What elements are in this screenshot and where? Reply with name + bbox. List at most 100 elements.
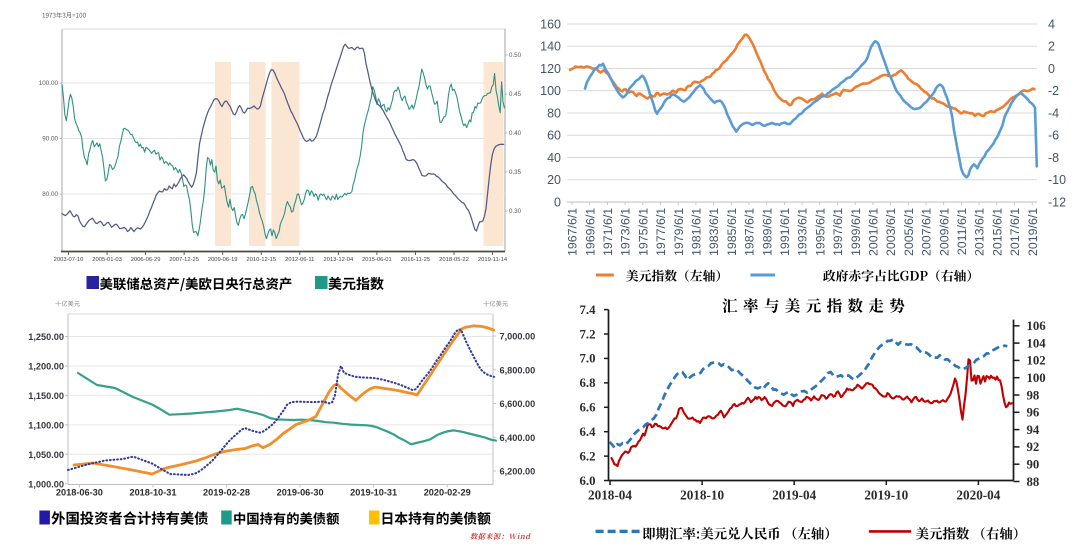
svg-text:2018-04: 2018-04	[588, 488, 632, 503]
svg-text:2020-04: 2020-04	[956, 488, 1000, 503]
svg-text:140: 140	[540, 40, 561, 54]
svg-text:94: 94	[1027, 423, 1040, 437]
svg-text:0: 0	[1048, 62, 1055, 76]
svg-text:1995/6/1: 1995/6/1	[813, 208, 827, 256]
svg-text:2019-10-31: 2019-10-31	[350, 488, 397, 498]
svg-text:1,150.00: 1,150.00	[28, 391, 64, 401]
svg-text:2019-10: 2019-10	[864, 488, 908, 503]
svg-text:0.45: 0.45	[509, 91, 522, 98]
svg-text:92: 92	[1027, 440, 1040, 454]
svg-text:88: 88	[1027, 475, 1040, 489]
svg-text:2009-06-19: 2009-06-19	[208, 257, 238, 263]
svg-text:100: 100	[1027, 371, 1046, 385]
svg-text:-2: -2	[1048, 84, 1059, 98]
svg-text:102: 102	[1027, 354, 1046, 368]
svg-text:2010-12-15: 2010-12-15	[246, 257, 276, 263]
svg-text:6.6: 6.6	[580, 401, 597, 415]
svg-text:1997/6/1: 1997/6/1	[831, 208, 845, 256]
svg-text:6,800.00: 6,800.00	[500, 365, 536, 375]
svg-text:2013-12-04: 2013-12-04	[324, 257, 354, 263]
svg-text:106: 106	[1027, 319, 1047, 333]
svg-text:0.35: 0.35	[509, 169, 522, 176]
svg-text:2009/6/1: 2009/6/1	[937, 208, 951, 256]
svg-text:2012-06-11: 2012-06-11	[285, 257, 314, 263]
svg-text:1999/6/1: 1999/6/1	[849, 208, 863, 256]
svg-text:2006-06-29: 2006-06-29	[131, 257, 161, 263]
svg-text:6.2: 6.2	[580, 449, 596, 463]
svg-text:1993/6/1: 1993/6/1	[796, 208, 810, 256]
svg-text:2018-10: 2018-10	[680, 488, 724, 503]
svg-text:2019-04: 2019-04	[772, 488, 816, 503]
svg-text:2003-07-10: 2003-07-10	[54, 257, 84, 263]
svg-text:1987/6/1: 1987/6/1	[743, 208, 757, 256]
svg-text:80.00: 80.00	[42, 191, 58, 198]
svg-text:1,000.00: 1,000.00	[28, 479, 64, 489]
svg-text:6,600.00: 6,600.00	[500, 399, 536, 409]
svg-text:1,100.00: 1,100.00	[28, 420, 64, 430]
svg-text:120: 120	[540, 62, 561, 76]
svg-text:1985/6/1: 1985/6/1	[725, 208, 739, 256]
svg-text:6,400.00: 6,400.00	[500, 433, 536, 443]
svg-text:1983/6/1: 1983/6/1	[707, 208, 721, 256]
svg-text:2018-06-30: 2018-06-30	[56, 488, 103, 498]
svg-text:2007-12-25: 2007-12-25	[169, 257, 199, 263]
svg-text:2020-02-29: 2020-02-29	[424, 488, 471, 498]
svg-text:104: 104	[1027, 336, 1047, 350]
svg-text:1979/6/1: 1979/6/1	[672, 208, 686, 256]
svg-text:1989/6/1: 1989/6/1	[760, 208, 774, 256]
svg-text:2013/6/1: 2013/6/1	[973, 208, 987, 256]
svg-text:2015-06-01: 2015-06-01	[362, 257, 392, 263]
svg-text:2018-10-31: 2018-10-31	[129, 488, 176, 498]
svg-text:-8: -8	[1048, 151, 1059, 165]
svg-text:2018-05-22: 2018-05-22	[439, 257, 469, 263]
svg-text:2019-06-30: 2019-06-30	[277, 488, 324, 498]
svg-text:1973/6/1: 1973/6/1	[619, 208, 633, 256]
svg-text:2015/6/1: 2015/6/1	[990, 208, 1004, 256]
svg-text:-6: -6	[1048, 129, 1059, 143]
svg-text:160: 160	[540, 17, 561, 31]
svg-text:20: 20	[547, 173, 561, 187]
svg-text:90: 90	[1027, 458, 1040, 472]
svg-text:2005/6/1: 2005/6/1	[902, 208, 916, 256]
svg-text:7.0: 7.0	[580, 352, 596, 366]
svg-text:6.4: 6.4	[580, 425, 597, 439]
svg-text:4: 4	[1048, 17, 1055, 31]
svg-text:100: 100	[540, 84, 561, 98]
svg-text:6,200.00: 6,200.00	[500, 467, 536, 477]
svg-text:-10: -10	[1048, 173, 1066, 187]
svg-text:1981/6/1: 1981/6/1	[690, 208, 704, 256]
svg-text:1977/6/1: 1977/6/1	[654, 208, 668, 256]
svg-text:-12: -12	[1048, 195, 1066, 209]
svg-text:1969/6/1: 1969/6/1	[583, 208, 597, 256]
svg-text:96: 96	[1027, 406, 1040, 420]
svg-text:2017/6/1: 2017/6/1	[1008, 208, 1022, 256]
svg-text:2003/6/1: 2003/6/1	[884, 208, 898, 256]
svg-text:40: 40	[547, 151, 561, 165]
svg-text:1991/6/1: 1991/6/1	[778, 208, 792, 256]
svg-text:0.30: 0.30	[509, 208, 522, 215]
svg-text:2: 2	[1048, 40, 1055, 54]
svg-text:0.40: 0.40	[509, 130, 522, 137]
svg-text:90.00: 90.00	[42, 136, 58, 143]
svg-text:2019-02-28: 2019-02-28	[203, 488, 250, 498]
svg-text:2011/6/1: 2011/6/1	[955, 208, 969, 255]
svg-text:2007/6/1: 2007/6/1	[920, 208, 934, 256]
svg-text:1975/6/1: 1975/6/1	[636, 208, 650, 256]
svg-text:1,050.00: 1,050.00	[28, 450, 64, 460]
svg-text:0: 0	[554, 195, 561, 209]
svg-text:100.00: 100.00	[39, 80, 59, 87]
svg-text:1,200.00: 1,200.00	[28, 361, 64, 371]
svg-text:7.2: 7.2	[580, 327, 596, 341]
svg-text:80: 80	[547, 106, 561, 120]
svg-text:2005-01-03: 2005-01-03	[92, 257, 122, 263]
svg-text:1971/6/1: 1971/6/1	[601, 208, 615, 256]
svg-text:60: 60	[547, 129, 561, 143]
svg-text:7,000.00: 7,000.00	[500, 332, 536, 342]
svg-text:2016-11-25: 2016-11-25	[401, 257, 430, 263]
svg-text:1967/6/1: 1967/6/1	[566, 208, 580, 256]
svg-text:7.4: 7.4	[580, 303, 597, 317]
svg-text:2019/6/1: 2019/6/1	[1026, 208, 1040, 256]
svg-text:-4: -4	[1048, 106, 1059, 120]
svg-text:2019-11-14: 2019-11-14	[478, 257, 508, 263]
svg-text:6.0: 6.0	[580, 474, 596, 488]
